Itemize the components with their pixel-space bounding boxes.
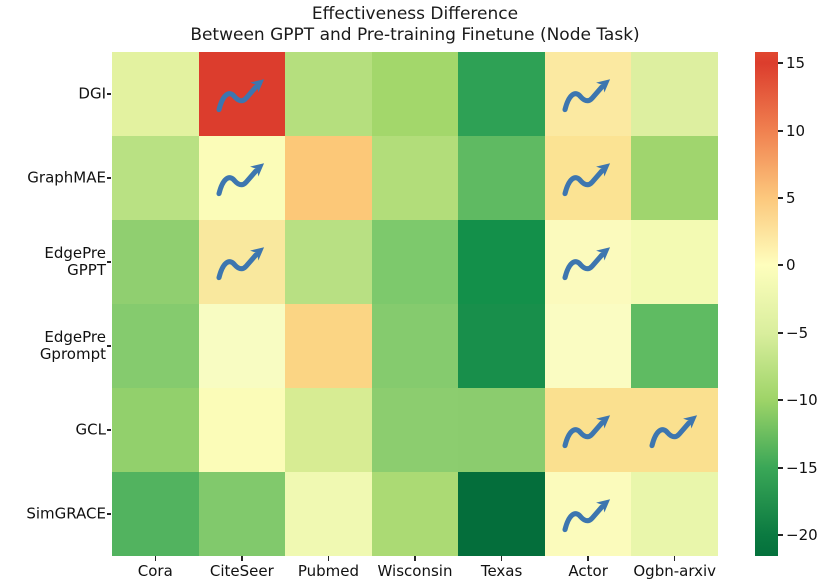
heatmap-cell <box>198 136 286 220</box>
heatmap-cell <box>112 220 199 304</box>
y-tick-label: GraphMAE <box>27 168 106 187</box>
trend-up-arrow-icon <box>562 499 611 533</box>
heatmap-cell <box>112 136 199 220</box>
heatmap-cell <box>198 472 286 556</box>
heatmap-cell <box>198 220 286 304</box>
heatmap-cell <box>198 304 286 388</box>
heatmap-cell <box>285 220 372 304</box>
heatmap-cell <box>631 388 718 472</box>
heatmap-cell <box>112 52 199 136</box>
colorbar-tick-mark <box>778 467 783 469</box>
heatmap-cell <box>458 52 545 136</box>
x-tick-mark <box>673 556 676 561</box>
y-tick-label: EdgePre GPPT <box>44 244 106 279</box>
y-tick-label: DGI <box>78 84 106 103</box>
x-tick-mark <box>500 556 503 561</box>
heatmap-cell <box>544 220 632 304</box>
chart-title-line1: Effectiveness Difference <box>311 4 519 24</box>
colorbar <box>755 52 778 556</box>
heatmap-cell <box>198 52 286 136</box>
trend-up-arrow-icon <box>562 415 611 449</box>
colorbar-tick-mark <box>778 399 783 401</box>
y-tick-mark <box>107 345 111 347</box>
y-tick-mark <box>107 93 111 95</box>
colorbar-tick-label: 15 <box>786 54 806 73</box>
heatmap-cell <box>458 136 545 220</box>
heatmap-cell <box>631 136 718 220</box>
colorbar-tick-label: −15 <box>786 458 818 477</box>
heatmap-cell <box>631 220 718 304</box>
x-tick-mark <box>414 556 416 561</box>
x-tick-label: Texas <box>480 562 523 580</box>
x-tick-label: Wisconsin <box>377 562 453 580</box>
trend-up-arrow-icon <box>562 163 611 197</box>
colorbar-tick-mark <box>778 130 783 132</box>
trend-up-arrow-icon <box>562 247 611 281</box>
x-tick-label: Ogbn-arxiv <box>633 562 717 580</box>
trend-up-arrow-icon <box>649 415 697 449</box>
y-tick-mark <box>107 261 111 263</box>
heatmap-cell <box>112 388 199 472</box>
chart-title-line2: Between GPPT and Pre-training Finetune (… <box>190 25 640 45</box>
heatmap-cell <box>285 472 372 556</box>
y-tick-mark <box>107 177 111 179</box>
y-tick-label: SimGRACE <box>26 504 106 523</box>
heatmap-cell <box>371 388 459 472</box>
heatmap-cell <box>458 220 545 304</box>
colorbar-tick-mark <box>778 197 783 199</box>
trend-up-arrow-icon <box>216 163 264 197</box>
heatmap-cell <box>371 136 459 220</box>
x-tick-label: Actor <box>568 562 608 580</box>
heatmap-cell <box>544 136 632 220</box>
trend-up-arrow-icon <box>216 247 264 281</box>
x-tick-mark <box>241 556 243 561</box>
heatmap-cell <box>631 472 718 556</box>
colorbar-tick-mark <box>778 62 783 64</box>
heatmap-cell <box>285 136 372 220</box>
colorbar-tick-label: −20 <box>786 525 818 544</box>
heatmap-cell <box>458 304 545 388</box>
x-tick-label: CiteSeer <box>209 562 274 580</box>
heatmap-grid <box>112 52 718 556</box>
colorbar-tick-label: 0 <box>786 256 796 275</box>
x-tick-label: Cora <box>137 562 173 580</box>
heatmap-cell <box>371 220 459 304</box>
heatmap-cell <box>112 304 199 388</box>
colorbar-tick-label: 5 <box>786 189 796 208</box>
heatmap-cell <box>112 472 199 556</box>
heatmap-cell <box>544 472 632 556</box>
colorbar-tick-label: 10 <box>786 122 806 141</box>
heatmap-cell <box>198 388 286 472</box>
colorbar-tick-label: −5 <box>786 324 809 343</box>
y-tick-label: EdgePre Gprompt <box>39 328 106 363</box>
colorbar-tick-mark <box>778 534 783 536</box>
x-tick-label: Pubmed <box>297 562 360 580</box>
heatmap-cell <box>285 304 372 388</box>
heatmap-cell <box>544 52 632 136</box>
heatmap-cell <box>371 304 459 388</box>
heatmap-cell <box>458 472 545 556</box>
chart-title: Effectiveness Difference Between GPPT an… <box>112 4 718 46</box>
colorbar-tick-label: −10 <box>786 390 818 409</box>
heatmap-cell <box>371 52 459 136</box>
trend-up-arrow-icon <box>562 79 611 113</box>
y-tick-mark <box>107 513 111 515</box>
heatmap-cell <box>631 52 718 136</box>
x-tick-mark <box>587 556 589 561</box>
trend-up-arrow-icon <box>216 79 264 113</box>
heatmap-cell <box>458 388 545 472</box>
x-tick-mark <box>327 556 330 561</box>
heatmap-cell <box>544 304 632 388</box>
heatmap-cell <box>631 304 718 388</box>
heatmap-cell <box>285 52 372 136</box>
x-tick-mark <box>154 556 157 561</box>
heatmap-cell <box>285 388 372 472</box>
y-tick-label: GCL <box>75 420 106 439</box>
heatmap-cell <box>544 388 632 472</box>
y-tick-mark <box>107 429 111 431</box>
colorbar-tick-mark <box>778 332 783 334</box>
heatmap-cell <box>371 472 459 556</box>
colorbar-tick-mark <box>778 264 783 266</box>
